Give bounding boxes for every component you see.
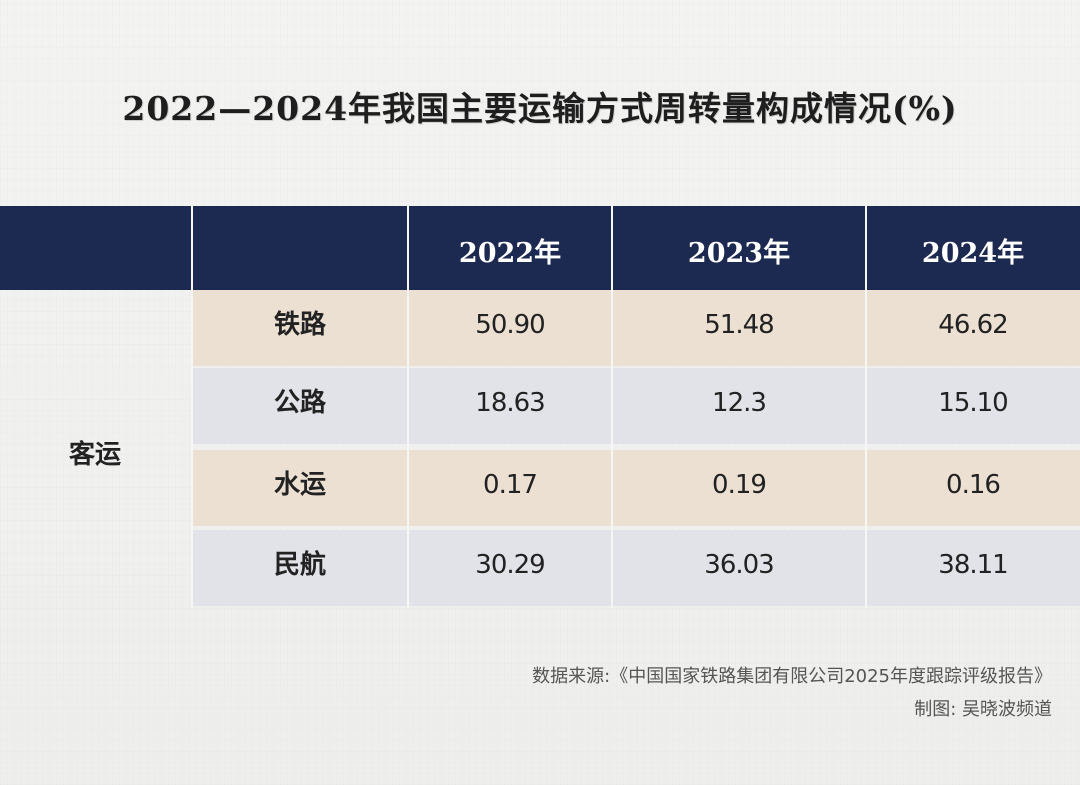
table-cell: 30.29 bbox=[475, 550, 545, 580]
table-cell: 18.63 bbox=[475, 388, 545, 418]
column-divider bbox=[865, 206, 867, 608]
column-divider bbox=[191, 206, 193, 608]
table-row: 民航 30.29 36.03 38.11 bbox=[192, 530, 1080, 606]
row-label: 公路 bbox=[273, 388, 326, 418]
group-label: 客运 bbox=[68, 440, 121, 470]
table-header: 2022年 2023年 2024年 bbox=[0, 206, 1080, 290]
table-cell: 12.3 bbox=[712, 388, 767, 418]
chart-title: 2022—2024年我国主要运输方式周转量构成情况(%) bbox=[122, 89, 958, 128]
table-cell: 46.62 bbox=[938, 310, 1008, 340]
table-cell: 36.03 bbox=[704, 550, 774, 580]
column-divider bbox=[611, 206, 613, 608]
table-cell: 0.19 bbox=[712, 470, 767, 500]
table-cell: 38.11 bbox=[938, 550, 1008, 580]
row-label: 民航 bbox=[273, 550, 326, 580]
source-note: 数据来源:《中国国家铁路集团有限公司2025年度跟踪评级报告》 bbox=[532, 666, 1052, 687]
table-cell: 51.48 bbox=[704, 310, 774, 340]
table-cell: 15.10 bbox=[938, 388, 1008, 418]
table-row: 水运 0.17 0.19 0.16 bbox=[192, 450, 1080, 526]
row-label: 铁路 bbox=[273, 310, 326, 340]
table-cell: 0.16 bbox=[946, 470, 1001, 500]
credit-note: 制图: 吴晓波频道 bbox=[914, 699, 1052, 720]
table-cell: 0.17 bbox=[483, 470, 538, 500]
table-row: 铁路 50.90 51.48 46.62 bbox=[192, 290, 1080, 366]
column-header-2022: 2022年 bbox=[458, 238, 562, 269]
row-label: 水运 bbox=[273, 470, 326, 500]
column-divider bbox=[407, 206, 409, 608]
column-header-2023: 2023年 bbox=[687, 238, 791, 269]
table-cell: 50.90 bbox=[475, 310, 545, 340]
column-header-2024: 2024年 bbox=[921, 238, 1025, 269]
table-row: 公路 18.63 12.3 15.10 bbox=[192, 368, 1080, 444]
